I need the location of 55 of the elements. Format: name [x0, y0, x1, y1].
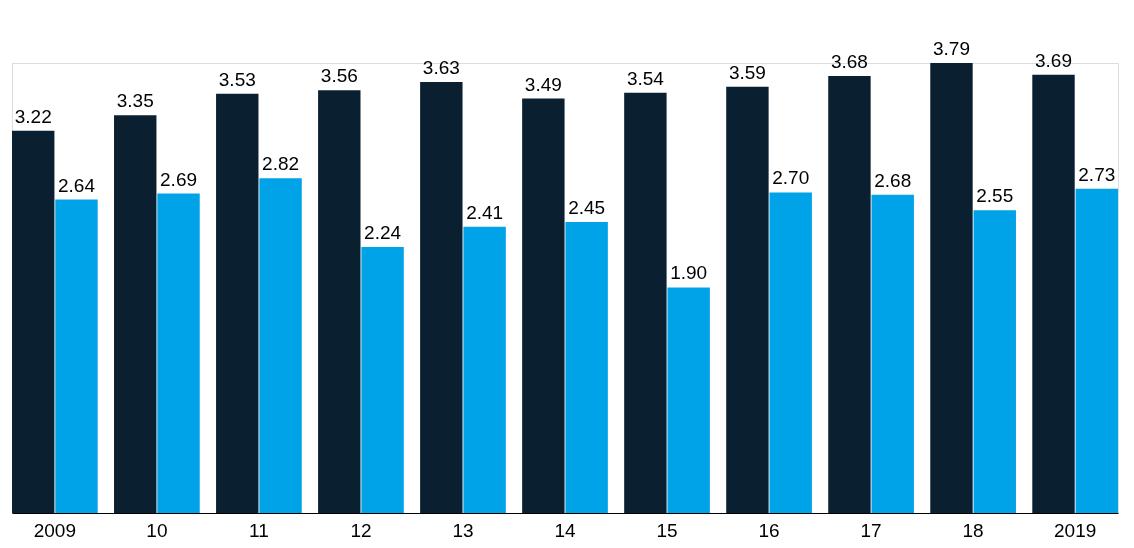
x-tick-label: 17: [860, 519, 882, 541]
bar: [871, 194, 914, 513]
x-tick-label: 14: [554, 519, 576, 541]
bar: [318, 90, 361, 513]
bar: [259, 178, 302, 513]
x-tick-label: 15: [656, 519, 678, 541]
x-tick-label: 11: [249, 519, 269, 541]
data-label: 3.35: [116, 90, 154, 112]
data-label: 3.63: [422, 57, 460, 78]
data-label: 3.79: [932, 38, 970, 59]
data-label: 2.82: [262, 153, 300, 175]
bar: [1032, 74, 1075, 513]
x-tick-label: 16: [758, 519, 780, 541]
data-label: 3.56: [320, 65, 358, 87]
data-label: 3.53: [218, 68, 256, 90]
data-label: 3.49: [524, 73, 562, 95]
data-label: 1.90: [670, 262, 708, 284]
bar: [361, 247, 404, 513]
x-tick-label: 13: [452, 519, 474, 541]
bar: [930, 63, 973, 513]
bar: [12, 130, 55, 513]
data-label: 2.41: [466, 201, 504, 223]
bar: [216, 93, 259, 513]
bar: [769, 192, 812, 513]
data-label: 3.59: [728, 61, 766, 83]
data-label: 2.73: [1078, 163, 1116, 185]
x-tick-label: 10: [146, 519, 168, 541]
data-label: 2.24: [364, 222, 402, 244]
bar: [828, 76, 871, 513]
data-label: 3.69: [1035, 49, 1072, 71]
data-label: 2.64: [58, 174, 96, 196]
data-label: 2.55: [976, 185, 1014, 207]
bar: [420, 82, 463, 513]
bar: [726, 86, 769, 513]
bar: [624, 92, 667, 513]
data-label: 2.69: [160, 168, 198, 190]
x-tick-label: 12: [350, 519, 372, 541]
bar: [55, 199, 98, 513]
data-label: 3.68: [830, 51, 868, 73]
x-tick-label: 18: [962, 519, 984, 541]
data-label: 3.22: [14, 105, 52, 127]
bar: [1075, 188, 1118, 513]
bar: [157, 193, 200, 513]
data-label: 2.70: [772, 167, 810, 189]
bar: [565, 222, 608, 513]
bar: [463, 226, 506, 513]
bar: [522, 98, 565, 513]
x-tick-label: 2009: [33, 519, 76, 541]
data-label: 2.68: [874, 169, 912, 191]
bar: [973, 210, 1016, 513]
x-tick-label: 2019: [1054, 519, 1097, 541]
bar: [114, 115, 157, 513]
bar: [667, 287, 710, 513]
data-label: 2.45: [568, 197, 606, 219]
data-label: 3.54: [626, 67, 665, 89]
